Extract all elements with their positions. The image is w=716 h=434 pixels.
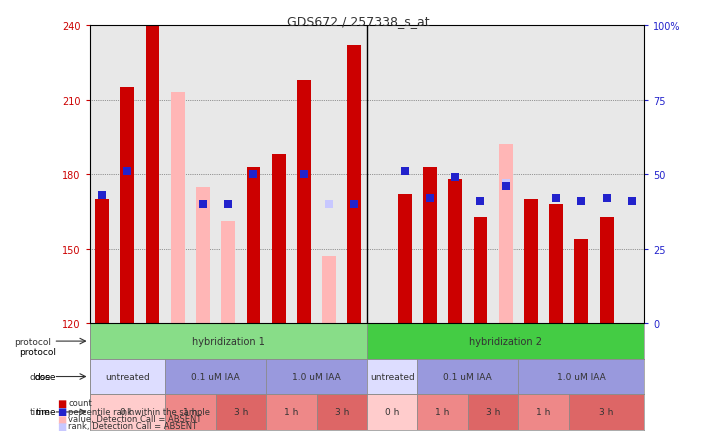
Point [198,201,209,208]
Text: 1 h: 1 h [536,408,551,417]
Bar [423,168,437,324]
Bar [367,359,417,395]
Point [198,201,209,208]
Point [425,195,436,202]
Bar [574,239,589,324]
Bar [95,200,109,324]
Text: 1.0 uM IAA: 1.0 uM IAA [292,372,341,381]
Bar [272,155,286,324]
Text: time: time [36,408,56,417]
Text: GDS672 / 257338_s_at: GDS672 / 257338_s_at [286,15,430,28]
Point [576,198,587,205]
Text: untreated: untreated [369,372,415,381]
Point [399,168,410,175]
Bar [266,395,316,430]
Point [551,195,562,202]
Point [97,192,108,199]
Bar [171,93,185,324]
Bar [448,180,462,324]
Text: 3 h: 3 h [334,408,349,417]
Bar [297,81,311,324]
Bar [347,46,362,324]
Bar [145,26,160,324]
Bar [524,200,538,324]
Text: 0.1 uM IAA: 0.1 uM IAA [191,372,240,381]
Bar [473,217,488,324]
Text: rank, Detection Call = ABSENT: rank, Detection Call = ABSENT [68,421,197,430]
Bar [316,395,367,430]
Text: 0 h: 0 h [385,408,400,417]
Text: dose: dose [29,372,51,381]
Text: hybridization 1: hybridization 1 [192,336,265,346]
Text: 1 h: 1 h [284,408,299,417]
Text: 1.0 uM IAA: 1.0 uM IAA [557,372,606,381]
Bar [417,395,468,430]
Point [601,195,612,202]
Text: dose: dose [34,372,56,381]
Text: hybridization 2: hybridization 2 [469,336,542,346]
Bar [221,222,235,324]
Text: 1 h: 1 h [183,408,198,417]
Point [223,201,234,208]
Point [450,174,461,181]
Bar [599,217,614,324]
Point [248,171,259,178]
Text: ■: ■ [57,414,67,424]
Bar [518,395,569,430]
Bar [196,187,210,324]
Bar [165,395,216,430]
Text: 1 h: 1 h [435,408,450,417]
Bar [216,395,266,430]
Bar [246,168,261,324]
Text: value, Detection Call = ABSENT: value, Detection Call = ABSENT [68,414,201,423]
Bar [120,88,135,324]
Text: 3 h: 3 h [233,408,248,417]
Text: ■: ■ [57,407,67,416]
Bar [165,359,266,395]
Point [223,201,234,208]
Text: count: count [68,398,92,407]
Bar [569,395,644,430]
Bar [322,256,336,324]
Bar [90,395,165,430]
Point [475,198,486,205]
Point [500,183,511,190]
Point [298,171,309,178]
Text: time: time [30,408,51,417]
Text: untreated: untreated [105,372,150,381]
Point [324,201,335,208]
Bar [417,359,518,395]
Bar [367,395,417,430]
Point [500,180,511,187]
Point [122,168,133,175]
Text: 0 h: 0 h [120,408,135,417]
Bar [499,145,513,324]
Text: protocol: protocol [19,348,56,357]
Text: ■: ■ [57,421,67,431]
Bar [518,359,644,395]
Bar [468,395,518,430]
Point [626,198,637,205]
Text: protocol: protocol [14,337,51,346]
Bar [90,359,165,395]
Bar [398,195,412,324]
Text: 3 h: 3 h [599,408,614,417]
Bar [266,359,367,395]
Text: 3 h: 3 h [486,408,500,417]
Bar [549,204,563,324]
Bar [367,324,644,359]
Text: 0.1 uM IAA: 0.1 uM IAA [443,372,492,381]
Bar [90,324,367,359]
Text: ■: ■ [57,398,67,408]
Text: percentile rank within the sample: percentile rank within the sample [68,407,210,416]
Point [349,201,360,208]
